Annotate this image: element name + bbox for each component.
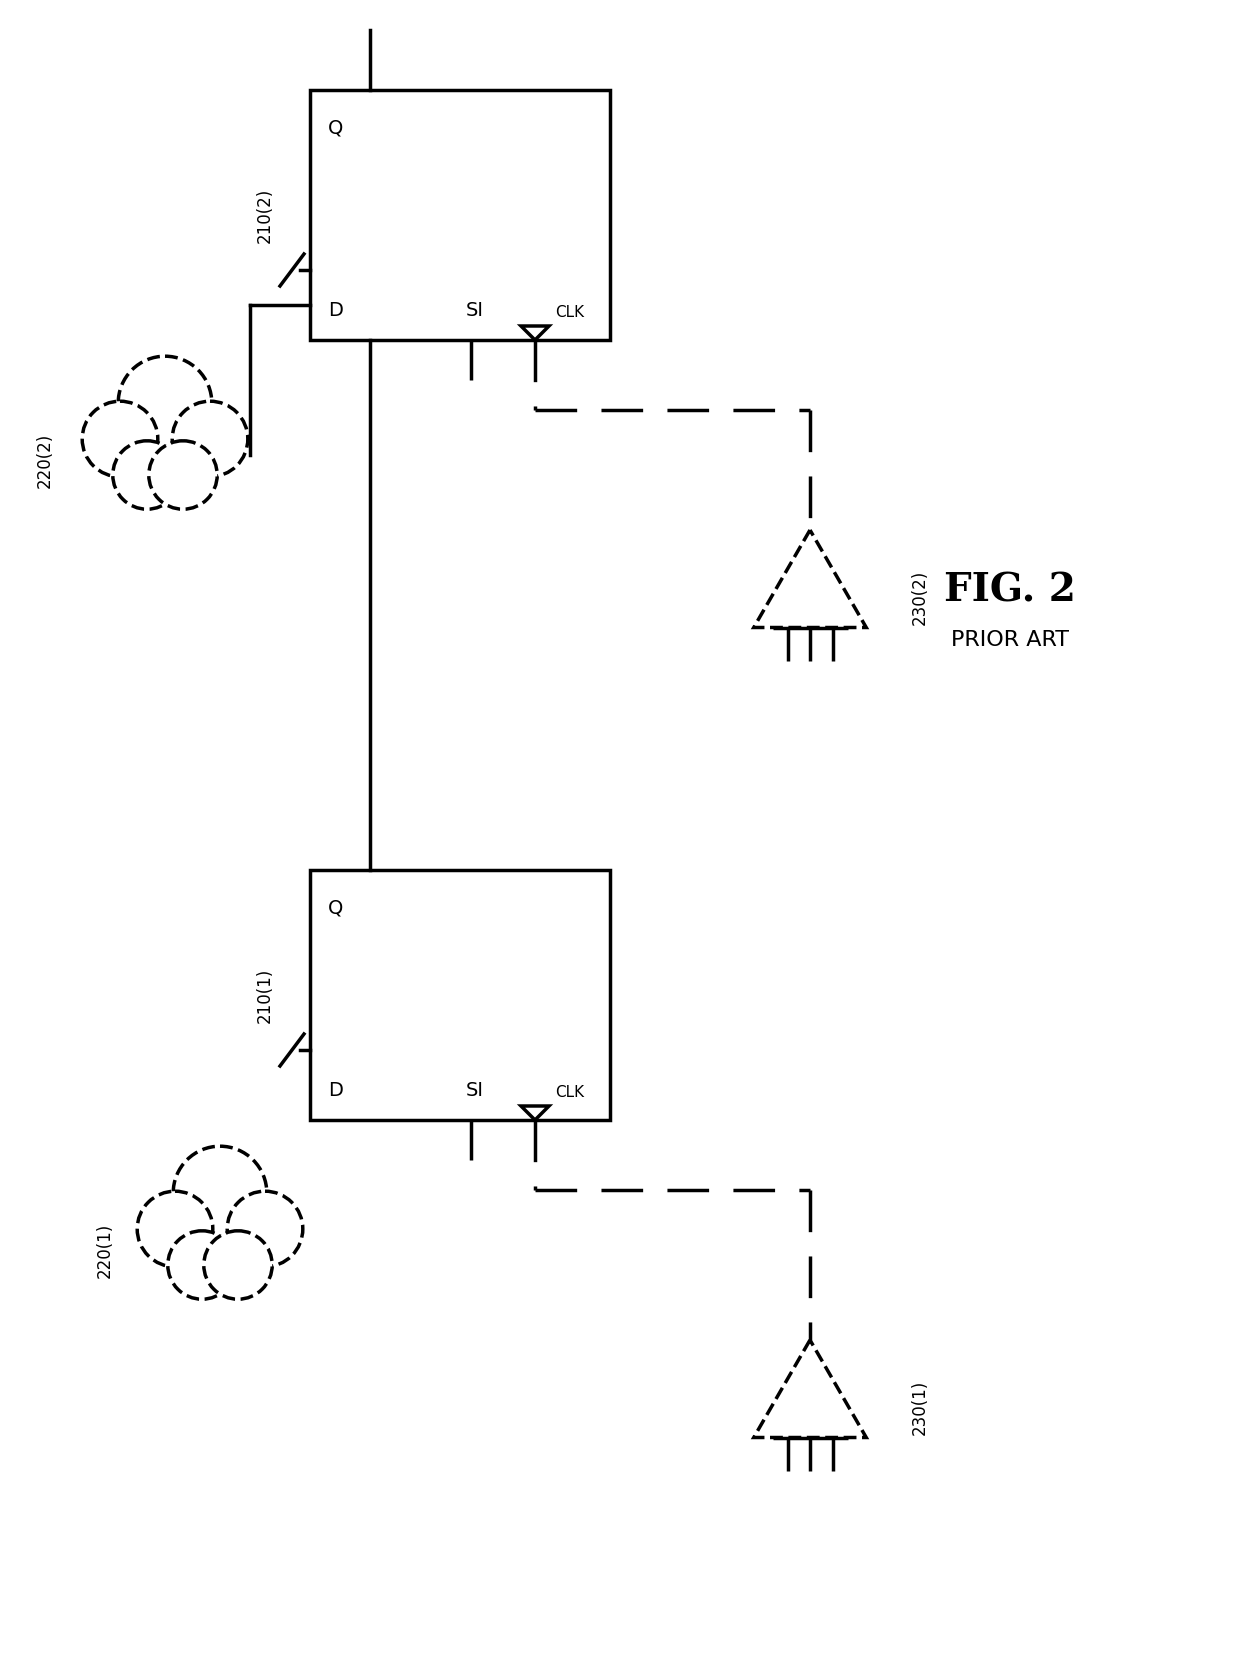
Polygon shape xyxy=(754,530,867,627)
Text: 210(2): 210(2) xyxy=(255,187,274,242)
Circle shape xyxy=(82,402,157,477)
Bar xyxy=(310,871,610,1119)
Text: 230(1): 230(1) xyxy=(911,1379,929,1434)
Text: 230(2): 230(2) xyxy=(911,570,929,626)
Text: D: D xyxy=(329,300,343,320)
Text: D: D xyxy=(329,1081,343,1099)
Circle shape xyxy=(167,1231,236,1299)
Polygon shape xyxy=(754,1339,867,1438)
Text: Q: Q xyxy=(329,897,343,917)
Text: CLK: CLK xyxy=(556,1084,584,1099)
Text: Q: Q xyxy=(329,118,343,137)
Text: SI: SI xyxy=(466,300,484,320)
Text: 210(1): 210(1) xyxy=(255,967,274,1022)
Circle shape xyxy=(172,402,248,477)
Polygon shape xyxy=(521,1106,549,1119)
Circle shape xyxy=(227,1191,303,1266)
Text: CLK: CLK xyxy=(556,305,584,320)
Text: 220(2): 220(2) xyxy=(36,432,55,487)
Circle shape xyxy=(118,357,212,450)
Circle shape xyxy=(174,1146,267,1239)
Text: 220(1): 220(1) xyxy=(95,1223,114,1278)
Circle shape xyxy=(138,1191,213,1266)
Circle shape xyxy=(203,1231,273,1299)
Text: PRIOR ART: PRIOR ART xyxy=(951,631,1069,651)
Circle shape xyxy=(113,440,181,509)
Text: FIG. 2: FIG. 2 xyxy=(944,570,1076,609)
Circle shape xyxy=(149,440,217,509)
Bar xyxy=(310,90,610,340)
Text: SI: SI xyxy=(466,1081,484,1099)
Polygon shape xyxy=(521,325,549,340)
